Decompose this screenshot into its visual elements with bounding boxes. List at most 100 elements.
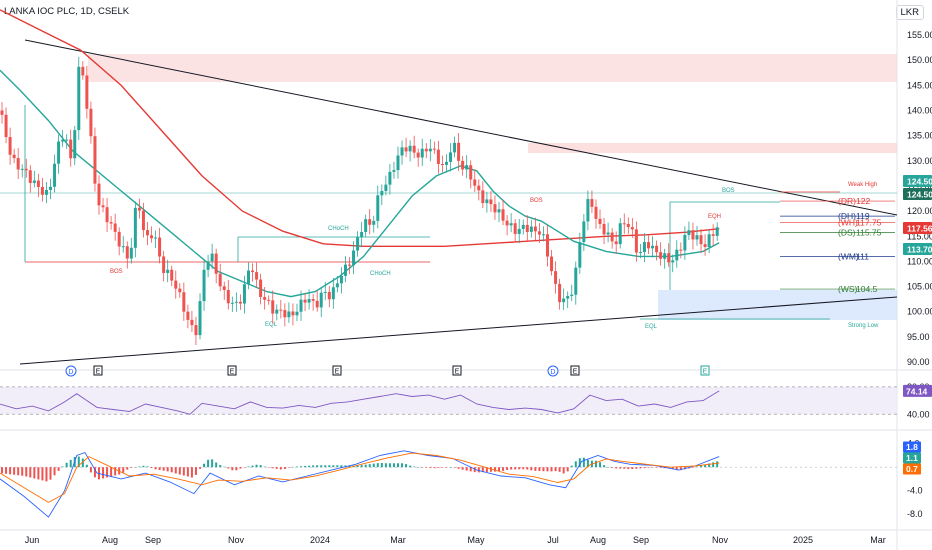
macd-histogram-bar <box>502 467 505 471</box>
macd-histogram-bar <box>554 467 557 472</box>
candle-body <box>655 245 659 253</box>
candle-body <box>457 142 461 161</box>
candle-body <box>638 252 642 254</box>
macd-histogram-bar <box>320 465 323 468</box>
choch-label: CHoCH <box>328 226 349 232</box>
candle-body <box>97 183 101 206</box>
price-tick-label: 155.00 <box>907 30 932 40</box>
candle-body <box>541 234 545 236</box>
candle-body <box>509 223 513 226</box>
level-band <box>0 192 897 194</box>
time-tick-label: Jun <box>25 535 40 545</box>
candle-body <box>28 170 32 183</box>
macd-histogram-bar <box>485 467 488 472</box>
macd-histogram-bar <box>623 467 626 469</box>
candle-body <box>299 299 303 312</box>
macd-histogram-bar <box>194 467 197 475</box>
macd-histogram-bar <box>643 467 646 469</box>
candle-body <box>311 299 315 301</box>
earnings-marker-label: E <box>230 369 235 376</box>
level-value: 122 <box>856 196 870 206</box>
macd-histogram-bar <box>122 467 125 473</box>
candle-body <box>651 245 655 249</box>
macd-histogram-bar <box>182 467 185 476</box>
candle-body <box>554 271 558 284</box>
macd-histogram-bar <box>700 465 703 468</box>
macd-histogram-bar <box>312 465 315 468</box>
macd-histogram-bar <box>283 467 286 470</box>
macd-value-label: 1.8 <box>906 442 918 452</box>
macd-histogram-bar <box>526 467 529 470</box>
bos-small-label: BOS <box>530 198 543 204</box>
candle-body <box>93 136 97 184</box>
candle-body <box>291 311 295 316</box>
macd-histogram-bar <box>631 467 634 470</box>
price-tick-label: 95.00 <box>907 332 930 342</box>
candle-body <box>424 148 428 152</box>
macd-value-label: 0.7 <box>906 464 918 474</box>
price-tick-label: 110.00 <box>907 256 932 266</box>
price-label-bg <box>903 188 932 200</box>
candle-body <box>671 260 675 263</box>
candle-body <box>101 205 105 208</box>
macd-histogram-bar <box>93 467 96 478</box>
level-value: 104.5 <box>856 284 878 294</box>
time-tick-label: Mar <box>390 535 406 545</box>
bos-label-right: BOS <box>722 188 735 194</box>
candle-body <box>683 234 687 251</box>
candle-body <box>384 184 388 191</box>
candle-body <box>570 294 574 296</box>
candle-body <box>711 234 715 236</box>
candle-body <box>517 228 521 234</box>
candle-body <box>141 210 145 231</box>
candle-body <box>493 204 497 213</box>
candle-body <box>226 289 230 304</box>
candle-body <box>614 241 618 245</box>
rsi-tick-label: 40.00 <box>907 409 930 419</box>
candle-body <box>230 302 234 304</box>
candle-body <box>408 145 412 152</box>
candle-body <box>339 275 343 284</box>
macd-histogram-bar <box>518 467 521 470</box>
candle-body <box>287 311 291 318</box>
candle-body <box>36 180 40 188</box>
candle-body <box>703 244 707 247</box>
macd-histogram-bar <box>69 459 72 468</box>
macd-histogram-bar <box>619 467 622 469</box>
macd-histogram-bar <box>566 467 569 472</box>
macd-histogram-bar <box>413 466 416 468</box>
macd-histogram-bar <box>9 467 12 475</box>
dividend-marker <box>547 365 559 377</box>
macd-histogram-bar <box>671 467 674 470</box>
candle-body <box>574 267 578 295</box>
macd-histogram-bar <box>716 461 719 468</box>
candle-body <box>154 237 158 239</box>
macd-histogram-bar <box>691 467 694 468</box>
candle-body <box>525 224 529 232</box>
macd-histogram-bar <box>255 464 258 468</box>
time-tick-label: Aug <box>102 535 118 545</box>
candle-body <box>436 149 440 164</box>
candle-body <box>380 190 384 196</box>
macd-histogram-bar <box>546 467 549 472</box>
candle-body <box>404 147 408 152</box>
macd-histogram-bar <box>251 465 254 468</box>
macd-value-bg <box>903 452 921 464</box>
candle-body <box>647 242 651 249</box>
macd-histogram-bar <box>162 467 165 471</box>
price-label: 113.70 <box>907 245 932 255</box>
candle-body <box>145 230 149 236</box>
candle-body <box>16 158 20 170</box>
candle-body <box>113 223 117 232</box>
currency-button[interactable]: LKR <box>895 5 924 20</box>
macd-histogram-bar <box>639 467 642 469</box>
price-label: 117.56 <box>907 224 932 234</box>
macd-histogram-bar <box>247 466 250 468</box>
candle-body <box>61 139 65 142</box>
macd-histogram-bar <box>259 465 262 468</box>
candle-body <box>566 295 570 299</box>
candle-body <box>521 224 525 229</box>
candle-body <box>238 301 242 304</box>
macd-histogram-bar <box>376 463 379 468</box>
